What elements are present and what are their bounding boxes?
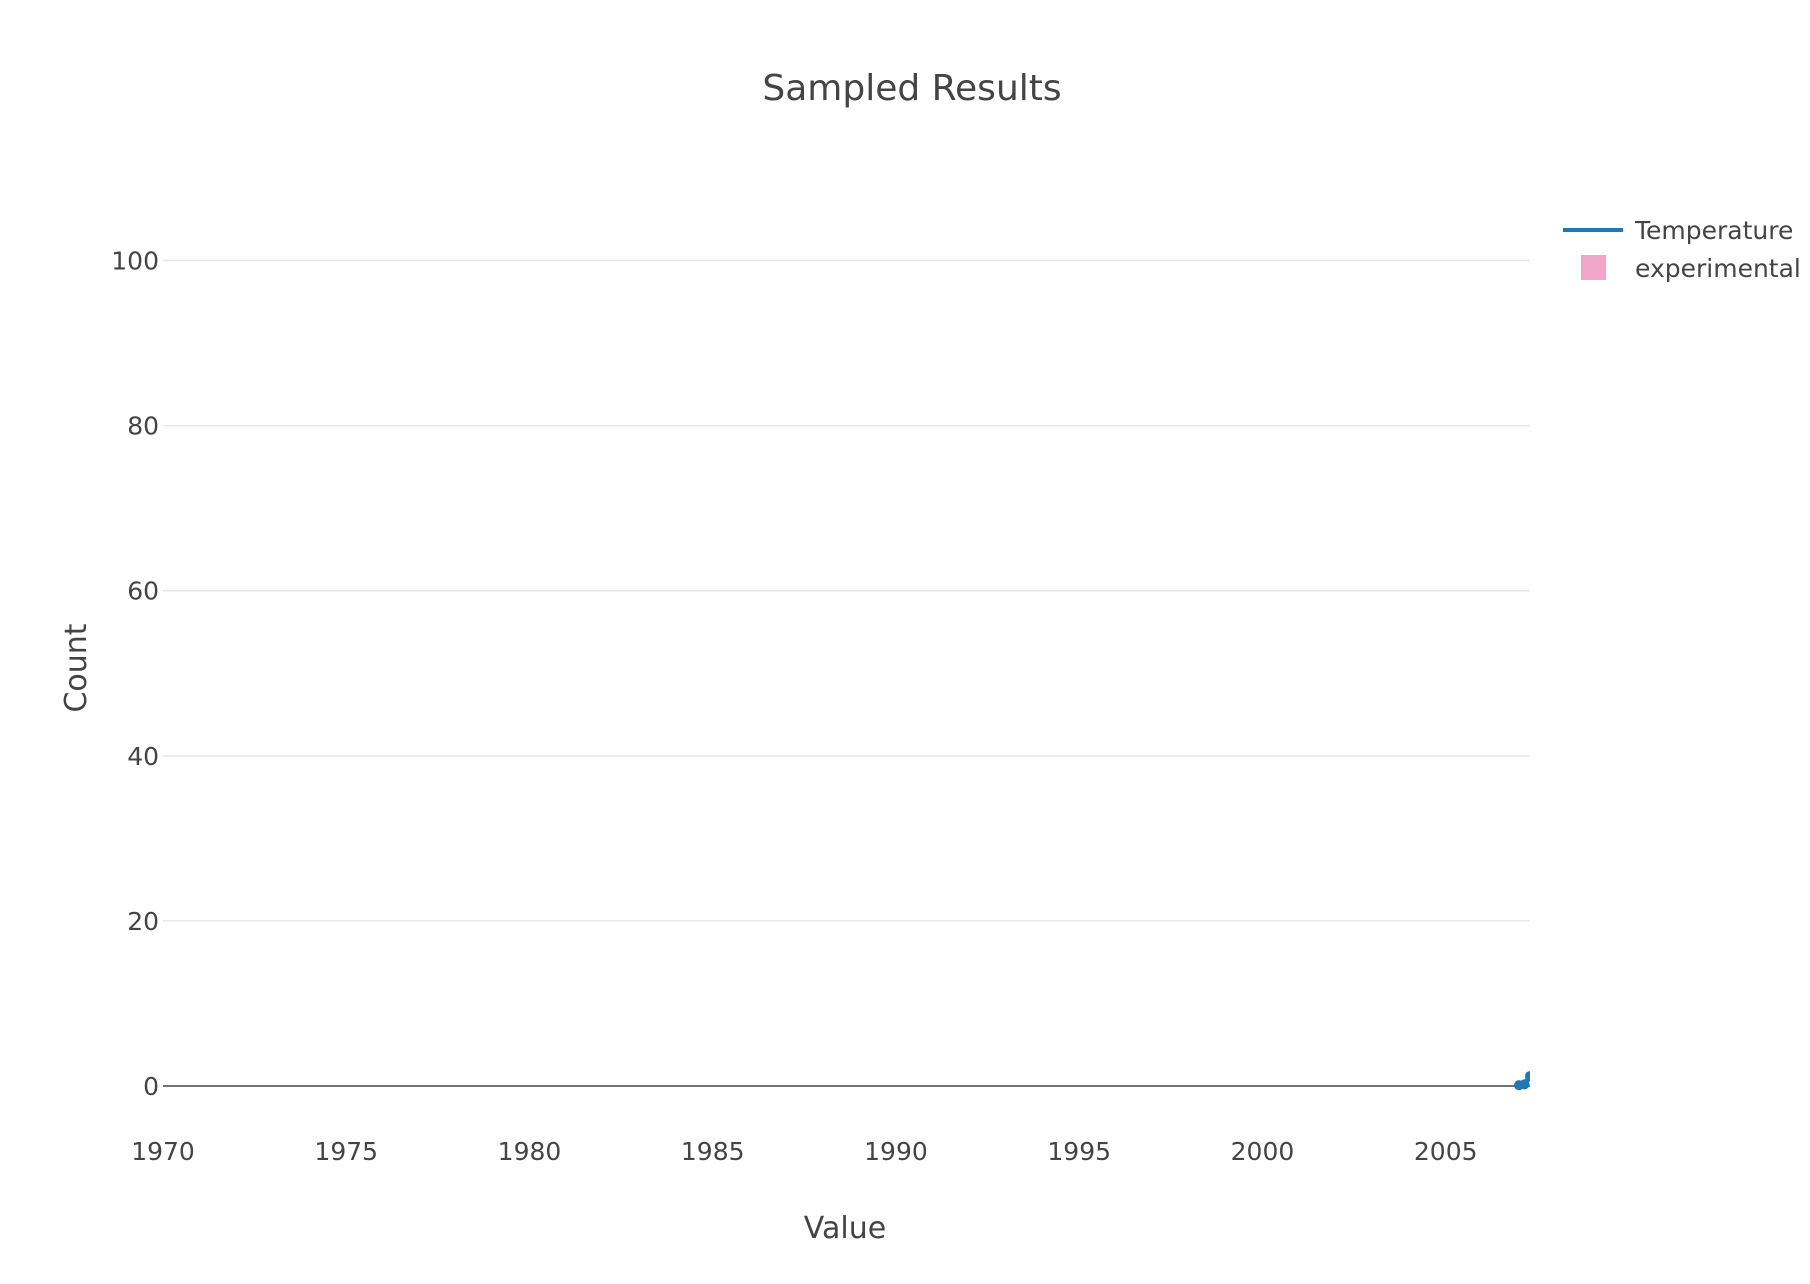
x-tick-label: 1980 <box>498 1137 562 1166</box>
chart-title: Sampled Results <box>762 68 1061 109</box>
x-tick-label: 1995 <box>1047 1137 1111 1166</box>
y-tick-label: 20 <box>127 907 159 936</box>
y-tick-label: 100 <box>111 247 159 276</box>
data-point <box>1519 1079 1530 1090</box>
gridlines <box>163 259 1530 1087</box>
x-tick-label: 1970 <box>131 1137 195 1166</box>
x-tick-label: 2000 <box>1231 1137 1295 1166</box>
y-axis-ticks: 0 20 40 60 80 100 <box>111 247 159 1101</box>
legend-item-experimental[interactable]: experimental <box>1581 254 1801 283</box>
y-tick-label: 60 <box>127 577 159 606</box>
legend-box-swatch <box>1581 255 1606 280</box>
y-tick-label: 40 <box>127 742 159 771</box>
y-tick-label: 80 <box>127 412 159 441</box>
data-point <box>1525 1071 1530 1082</box>
y-axis-title: Count <box>59 623 94 712</box>
x-tick-label: 1990 <box>864 1137 928 1166</box>
plot-area <box>1514 1071 1530 1091</box>
y-tick-label: 0 <box>143 1072 159 1101</box>
x-axis-title: Value <box>804 1211 886 1246</box>
x-axis-ticks: 1970 1975 1980 1985 1990 1995 2000 2005 <box>131 1137 1477 1166</box>
legend-label: experimental <box>1635 254 1801 283</box>
legend-label: Temperature <box>1634 216 1793 245</box>
legend-item-temperature[interactable]: Temperature <box>1563 216 1793 245</box>
x-tick-label: 2005 <box>1414 1137 1478 1166</box>
legend: Temperature experimental <box>1563 216 1801 283</box>
x-tick-label: 1975 <box>314 1137 378 1166</box>
x-tick-label: 1985 <box>681 1137 745 1166</box>
